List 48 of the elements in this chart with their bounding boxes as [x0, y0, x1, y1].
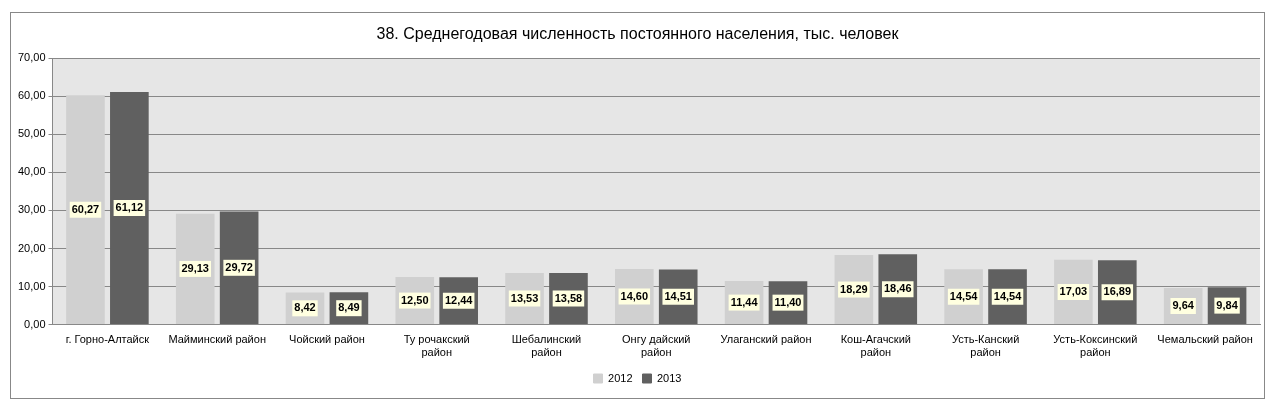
data-label: 16,89 [1103, 285, 1132, 298]
data-label: 13,58 [554, 291, 583, 304]
y-tick-label: 40,00 [18, 165, 46, 178]
data-label: 14,54 [993, 289, 1023, 302]
data-label: 11,44 [730, 295, 759, 308]
legend-label: 2012 [608, 371, 633, 384]
y-tick-label: 20,00 [18, 241, 46, 254]
bar [175, 213, 215, 325]
y-tick-label: 60,00 [18, 89, 46, 102]
data-label: 60,27 [71, 202, 100, 215]
x-tick-label: Усть-Коксинский район [1053, 333, 1138, 359]
data-label: 11,40 [774, 295, 802, 308]
bar [219, 211, 259, 325]
y-tick-label: 70,00 [18, 51, 46, 64]
data-label: 17,03 [1059, 284, 1088, 297]
data-label: 13,53 [510, 291, 539, 304]
data-label: 14,54 [949, 289, 979, 302]
data-label: 29,72 [225, 260, 253, 273]
bar [110, 92, 149, 325]
data-label: 61,12 [115, 201, 144, 214]
data-label: 9,64 [1172, 299, 1195, 312]
x-tick-label: г. Горно-Алтайск [65, 333, 150, 346]
x-tick-label: Чемальский район [1157, 333, 1253, 346]
legend-label: 2013 [657, 371, 682, 384]
data-label: 18,29 [840, 282, 868, 295]
data-label: 29,13 [181, 261, 209, 274]
data-label: 9,84 [1216, 298, 1239, 311]
x-tick-label: Онгу дайский район [622, 333, 691, 359]
x-tick-label: Шебалинский район [511, 333, 582, 359]
x-tick-label: Улаганский район [720, 333, 812, 346]
bar [66, 95, 105, 325]
data-label: 12,44 [444, 293, 474, 306]
x-tick-label: Ту рочакский район [403, 333, 470, 359]
y-tick-label: 30,00 [18, 203, 46, 216]
chart-title: 38. Среднегодовая численность постоянного населения, тыс. человек [376, 25, 900, 43]
x-tick-label: Кош-Агачский район [840, 333, 911, 359]
y-tick-label: 10,00 [18, 279, 46, 292]
data-label: 14,51 [664, 289, 692, 302]
y-tick-label: 0,00 [24, 317, 46, 330]
data-label: 8,49 [338, 301, 360, 314]
y-tick-label: 50,00 [18, 127, 46, 140]
x-tick-label: Чойский район [289, 333, 365, 346]
data-label: 12,50 [401, 293, 429, 306]
data-label: 18,46 [883, 282, 912, 295]
x-tick-label: Майминский район [168, 333, 266, 346]
data-label: 14,60 [620, 289, 649, 302]
x-tick-label: Усть-Канский район [951, 333, 1020, 359]
data-label: 8,42 [294, 301, 316, 314]
